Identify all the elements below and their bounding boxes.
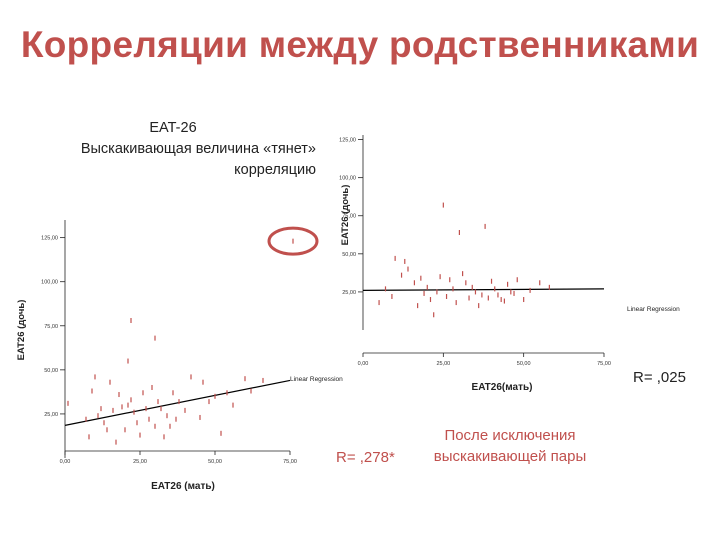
- x-tick-label: 0,00: [60, 459, 71, 465]
- annotation-line-2: Выскакивающая величина «тянет»: [80, 141, 316, 157]
- outlier-circle: [267, 226, 319, 256]
- y-tick-label: 125,00: [339, 138, 356, 144]
- y-tick-label: 50,00: [44, 368, 58, 374]
- y-tick-label: 75,00: [342, 214, 356, 220]
- slide-title: Корреляции между родственниками: [20, 24, 700, 65]
- correlation-outlier-removed: R= ,025: [633, 369, 686, 386]
- y-tick-label: 50,00: [342, 252, 356, 258]
- x-tick-label: 50,00: [208, 459, 222, 465]
- outlier-annotation: EAT-26 Выскакивающая величина «тянет» ко…: [30, 118, 316, 181]
- exclusion-note-line-2: выскакивающей пары: [433, 448, 587, 465]
- x-tick-label: 50,00: [517, 361, 531, 367]
- y-tick-label: 100,00: [339, 176, 356, 182]
- regression-legend-label: Linear Regression: [627, 306, 680, 313]
- scatter-plot-all-pairs: 25,00 50,00 75,00 100,00 125,00 0,00 25,00 50,0…: [16, 220, 343, 492]
- scatter-plot-outlier-removed: 25,00 50,00 75,00 100,00 125,00 0,00 25,00 50,0…: [339, 135, 680, 393]
- regression-line: [362, 288, 605, 291]
- y-tick-label: 75,00: [44, 324, 58, 330]
- regression-legend-label: Linear Regression: [290, 376, 343, 383]
- annotation-line-1: EAT-26: [149, 120, 197, 136]
- x-axis-label: EAT26 (мать): [151, 481, 215, 492]
- x-axis-label: EAT26(мать): [472, 382, 533, 393]
- y-axis-label: EAT26 (дочь): [16, 300, 27, 361]
- y-tick-label: 100,00: [41, 280, 58, 286]
- y-axis-label: EAT26 (дочь): [340, 185, 351, 246]
- x-tick-label: 75,00: [283, 459, 297, 465]
- y-tick-label: 125,00: [41, 236, 58, 242]
- correlation-all-pairs: R= ,278*: [336, 449, 395, 466]
- annotation-line-3: корреляцию: [234, 162, 316, 178]
- y-tick-label: 25,00: [342, 290, 356, 296]
- exclusion-note: После исключения выскакивающей пары: [420, 425, 600, 467]
- y-tick-label: 25,00: [44, 412, 58, 418]
- exclusion-note-line-1: После исключения: [444, 427, 576, 444]
- regression-line: [64, 379, 291, 426]
- x-tick-label: 25,00: [436, 361, 450, 367]
- x-tick-label: 75,00: [597, 361, 611, 367]
- x-tick-label: 25,00: [133, 459, 147, 465]
- x-tick-label: 0,00: [358, 361, 369, 367]
